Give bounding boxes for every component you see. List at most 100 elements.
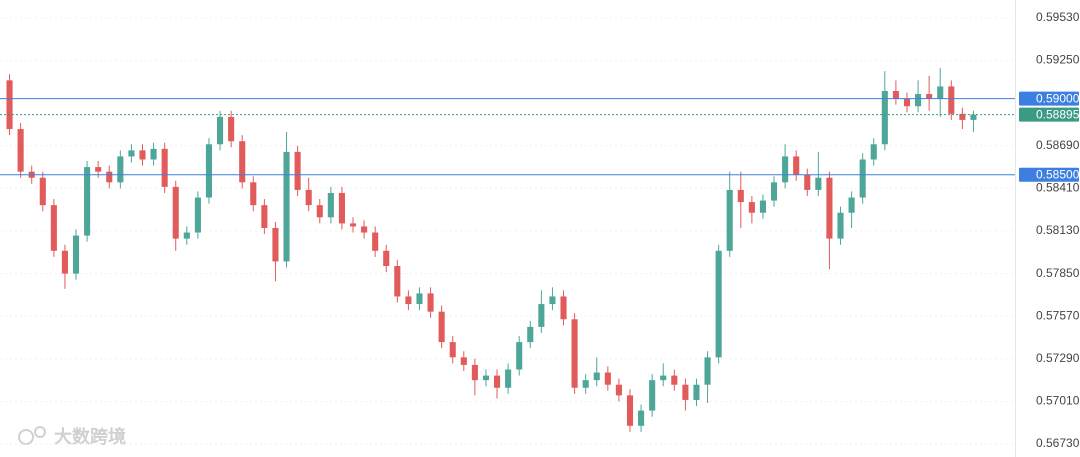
y-tick-label: 0.57010 [1036, 394, 1080, 408]
candle-body [416, 293, 423, 305]
candle-body [660, 375, 667, 381]
y-tick-label: 0.59530 [1036, 10, 1080, 24]
candle-body [161, 148, 168, 187]
candle-body [560, 296, 567, 320]
candle-body [516, 342, 523, 370]
candle-body [926, 94, 933, 99]
candle-body [17, 129, 24, 172]
candle-body [372, 232, 379, 251]
candle-body [682, 384, 689, 400]
y-tick-label: 0.57850 [1036, 266, 1080, 280]
candle-body [39, 177, 46, 206]
candle-body [305, 189, 312, 206]
candle-body [449, 342, 456, 358]
candle-body [626, 395, 634, 426]
y-tick-label: 0.58130 [1036, 223, 1080, 237]
y-tick-label: 0.56730 [1036, 436, 1080, 450]
candle-body [793, 156, 800, 175]
candle-body [726, 189, 733, 251]
candle-body [438, 311, 445, 343]
y-tick-label: 0.57570 [1036, 308, 1080, 322]
candle-body [704, 357, 711, 385]
candle-body [361, 226, 368, 233]
candle-body [859, 159, 866, 198]
candle-body [250, 182, 257, 206]
candle-body [261, 205, 268, 228]
candle-body [316, 205, 323, 218]
candle-body [826, 177, 833, 239]
candle-body [903, 98, 911, 107]
candle-body [217, 116, 224, 145]
watermark-logo [18, 426, 46, 445]
level-tag [1019, 167, 1079, 182]
candle-body [50, 205, 57, 251]
candle-body [837, 212, 844, 239]
candle-body [493, 375, 501, 388]
candle-body [593, 372, 600, 381]
candle-body [460, 357, 467, 365]
candle-body [505, 369, 512, 388]
candle-body [128, 150, 135, 157]
candle-body [959, 113, 966, 120]
candle-body [405, 296, 412, 305]
y-tick-label: 0.59250 [1036, 53, 1080, 67]
y-tick-label: 0.58690 [1036, 138, 1080, 152]
candle-body [205, 144, 213, 198]
candle-body [383, 250, 390, 267]
candle-body [283, 151, 290, 262]
candle-body [759, 200, 766, 213]
candle-body [604, 372, 611, 385]
candle-body [915, 94, 922, 107]
watermark: 大数跨境 [54, 426, 126, 447]
candle-body [172, 186, 179, 239]
last-price-label: 0.58895 [1036, 107, 1080, 121]
candle-body [327, 192, 334, 218]
last-price-tag [1019, 107, 1079, 122]
candle-body [737, 189, 744, 203]
candle-body [427, 293, 434, 312]
candle-body [770, 182, 778, 201]
candle-body [338, 192, 345, 224]
y-tick-label: 0.57290 [1036, 351, 1080, 365]
candle-body [471, 364, 478, 381]
candle-body [228, 116, 235, 142]
candle-body [239, 141, 246, 183]
candle-body [150, 148, 157, 160]
candle-body [870, 144, 877, 160]
level-label: 0.59000 [1036, 91, 1080, 105]
candle-body [638, 410, 645, 426]
candle-body [937, 86, 944, 99]
candle-body [95, 167, 102, 172]
candle-body [782, 156, 789, 183]
candle-body [549, 296, 556, 305]
candle-body [139, 150, 146, 160]
candle-body [482, 375, 490, 381]
candle-body [194, 197, 201, 233]
candle-body [349, 223, 357, 227]
candle-body [970, 114, 977, 120]
candle-body [294, 151, 301, 190]
candle-body [6, 80, 13, 130]
candle-body [84, 167, 91, 236]
level-tag [1019, 91, 1079, 106]
candle-body [881, 91, 888, 145]
candle-body [394, 266, 401, 297]
candle-body [948, 86, 955, 114]
candle-body [72, 235, 80, 274]
candle-body [272, 227, 279, 262]
candle-body [538, 304, 545, 327]
candle-body [715, 250, 722, 358]
candle-body [183, 232, 190, 239]
candle-body [748, 202, 755, 213]
candle-body [671, 375, 678, 385]
candle-body [571, 319, 578, 388]
candle-body [892, 91, 899, 99]
candle-body [527, 326, 534, 343]
candle-body [815, 177, 822, 190]
candle-body [804, 174, 811, 190]
candle-body [615, 384, 622, 396]
candle-body [61, 250, 68, 274]
candle-body [848, 197, 855, 213]
candle-body [106, 171, 113, 183]
